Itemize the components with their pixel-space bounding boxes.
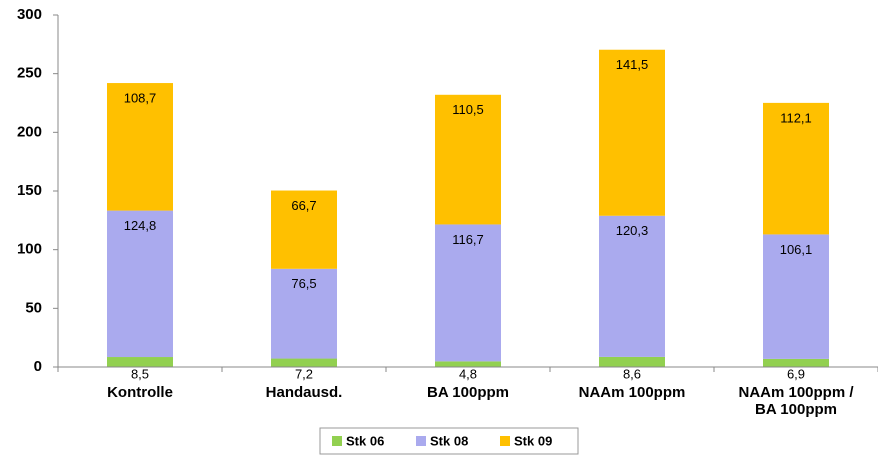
legend-swatch [332,436,342,446]
legend-label: Stk 08 [430,433,468,448]
bar-segment [107,357,173,367]
value-label: 66,7 [291,198,316,213]
y-tick-label: 100 [17,241,42,258]
value-label: 124,8 [124,218,157,233]
value-label: 6,9 [787,366,805,381]
value-label: 106,1 [780,242,813,257]
value-label: 108,7 [124,90,157,105]
bar-segment [763,102,829,235]
value-label: 116,7 [452,232,484,247]
bar-segment [107,83,173,211]
bar-segment [435,361,501,367]
bar-segment [271,358,337,367]
value-label: 8,5 [131,366,149,381]
bar-segment [271,268,337,359]
x-tick-label: NAAm 100ppm [579,384,686,401]
bar-segment [435,94,501,225]
bar-segment [763,234,829,359]
y-tick-label: 200 [17,123,42,140]
value-label: 4,8 [459,366,477,381]
bar-segment [599,356,665,367]
value-label: 112,1 [780,110,812,125]
legend-swatch [416,436,426,446]
value-label: 8,6 [623,366,641,381]
x-tick-label: Handausd. [266,384,343,401]
legend-box [319,427,579,455]
value-label: 110,5 [452,102,484,117]
bar-segment [107,210,173,358]
value-label: 141,5 [616,57,649,72]
bar-segment [763,358,829,367]
legend-label: Stk 06 [346,433,384,448]
value-label: 76,5 [291,276,316,291]
legend-label: Stk 09 [514,433,552,448]
bar-segment [435,224,501,362]
y-tick-label: 150 [17,182,42,199]
value-label: 120,3 [616,223,649,238]
bar-segment [599,49,665,216]
y-tick-label: 300 [17,6,42,23]
y-tick-label: 0 [34,358,42,375]
x-tick-label: Kontrolle [107,384,173,401]
y-tick-label: 250 [17,65,42,82]
value-label: 7,2 [295,366,313,381]
y-tick-label: 50 [25,299,42,316]
bar-segment [599,215,665,357]
legend-swatch [500,436,510,446]
x-tick-label: BA 100ppm [427,384,509,401]
x-tick-label: NAAm 100ppm / BA 100ppm [738,384,854,418]
bar-segment [271,190,337,269]
